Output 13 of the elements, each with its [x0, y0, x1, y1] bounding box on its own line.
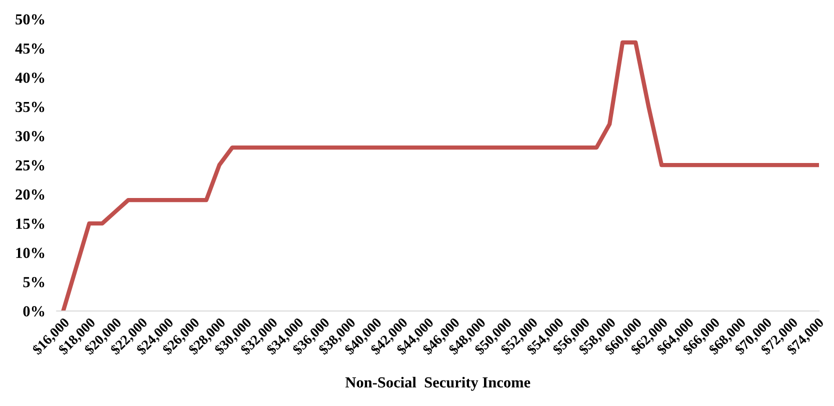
- line-series: [61, 40, 819, 311]
- y-tick-label: 25%: [16, 160, 44, 171]
- y-tick-label: 30%: [16, 130, 44, 142]
- y-tick-label: 15%: [16, 218, 44, 229]
- x-axis-title: Non-Social Security Income: [345, 376, 530, 391]
- y-tick-label: 10%: [16, 248, 44, 258]
- y-tick-label: 5%: [23, 276, 44, 288]
- y-tick-label: 50%: [16, 14, 44, 25]
- y-tick-label: 0%: [23, 306, 44, 316]
- y-tick-label: 35%: [16, 102, 44, 112]
- y-tick-label: 45%: [15, 43, 44, 54]
- y-tick-label: 40%: [15, 72, 44, 83]
- y-tick-label: 20%: [16, 189, 44, 200]
